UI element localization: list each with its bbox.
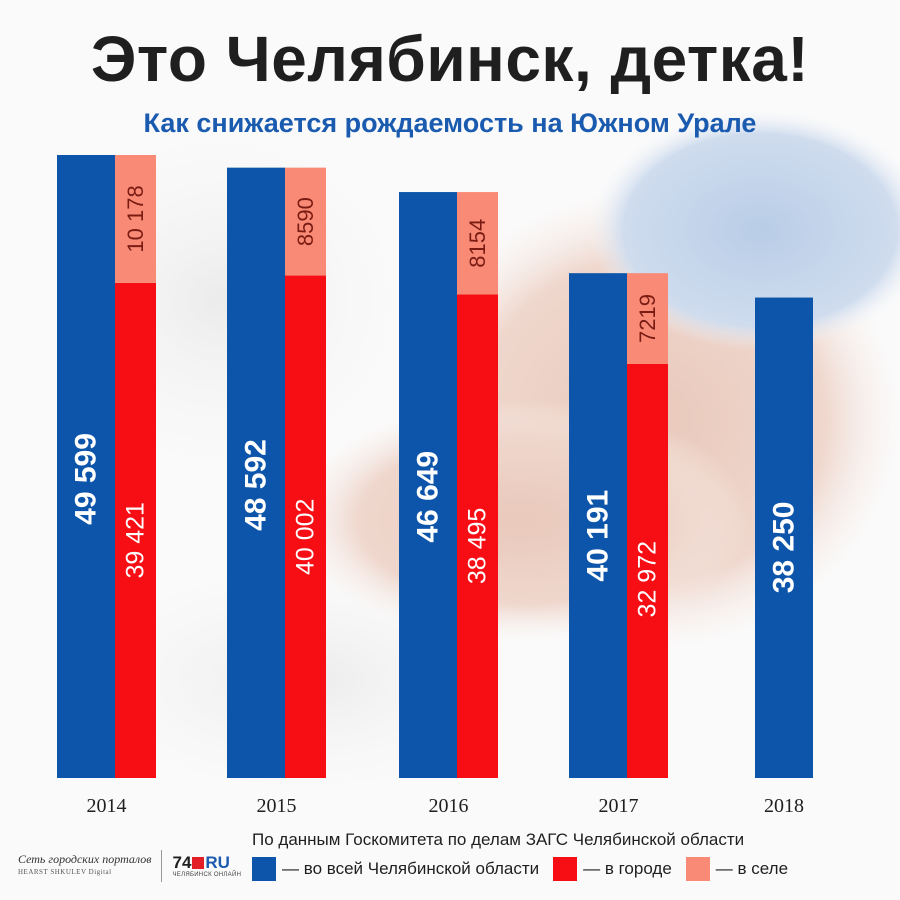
- label-village-2015: 8590: [293, 197, 318, 246]
- bar-total-2015: [227, 167, 285, 778]
- network-name: Сеть городских порталов: [18, 852, 152, 866]
- bar-village-2016: [457, 192, 498, 295]
- bar-total-2016: [399, 192, 457, 778]
- legend-item-city: — в городе: [553, 857, 672, 881]
- logo-divider: [161, 850, 163, 882]
- source-note: По данным Госкомитета по делам ЗАГС Челя…: [252, 830, 745, 849]
- legend: — во всей Челябинской области — в городе…: [252, 856, 802, 882]
- label-city-2016: 38 495: [464, 508, 492, 584]
- label-village-2017: 7219: [635, 294, 660, 343]
- network-logo: Сеть городских порталов HEARST SHKULEV D…: [18, 853, 151, 879]
- legend-label-village: — в селе: [715, 859, 789, 878]
- legend-swatch-region: [252, 857, 276, 881]
- portal-number: 74: [172, 853, 192, 872]
- portal-domain: RU: [205, 853, 230, 872]
- label-city-2017: 32 972: [634, 541, 662, 617]
- legend-swatch-city: [553, 857, 578, 881]
- label-city-2014: 39 421: [122, 502, 150, 578]
- page-title: Это Челябинск, детка!: [90, 23, 810, 95]
- label-village-2014: 10 178: [123, 185, 148, 252]
- portal-logo: 74 RU ЧЕЛЯБИНСК ОНЛАЙН: [172, 853, 242, 879]
- x-tick-label-2015: 2015: [257, 795, 297, 817]
- portal-logo-square: [192, 857, 205, 869]
- label-city-2015: 40 002: [292, 499, 320, 575]
- bar-village-2014: [115, 155, 156, 283]
- publisher-logos: Сеть городских порталов HEARST SHKULEV D…: [18, 848, 241, 884]
- bar-city-2017: [627, 363, 668, 778]
- bar-city-2014: [115, 282, 156, 778]
- x-tick-label-2016: 2016: [429, 795, 469, 817]
- bar-city-2016: [457, 294, 498, 778]
- bar-total-2018: [755, 297, 813, 778]
- label-total-2015: 48 592: [240, 439, 273, 531]
- chart-subtitle: Как снижается рождаемость на Южном Урале: [143, 108, 757, 138]
- bar-total-2017: [569, 273, 627, 778]
- label-total-2014: 49 599: [70, 433, 103, 525]
- x-tick-label-2018: 2018: [764, 795, 804, 817]
- label-total-2016: 46 649: [412, 451, 445, 543]
- legend-label-region: — во всей Челябинской области: [282, 859, 540, 878]
- legend-label-city: — в городе: [583, 859, 672, 878]
- x-tick-label-2014: 2014: [87, 795, 127, 817]
- bar-village-2017: [627, 273, 668, 364]
- legend-item-region: — во всей Челябинской области: [252, 857, 539, 881]
- bar-city-2015: [285, 275, 326, 778]
- label-total-2017: 40 191: [582, 490, 615, 582]
- x-tick-label-2017: 2017: [599, 795, 639, 817]
- legend-swatch-village: [685, 857, 710, 881]
- label-total-2018: 38 250: [768, 502, 801, 594]
- label-village-2016: 8154: [465, 219, 490, 268]
- legend-item-village: — в селе: [685, 857, 789, 881]
- portal-sub: ЧЕЛЯБИНСК ОНЛАЙН: [172, 872, 242, 878]
- network-sub: HEARST SHKULEV Digital: [18, 868, 112, 876]
- bar-village-2015: [285, 167, 326, 276]
- bar-total-2014: [57, 155, 115, 778]
